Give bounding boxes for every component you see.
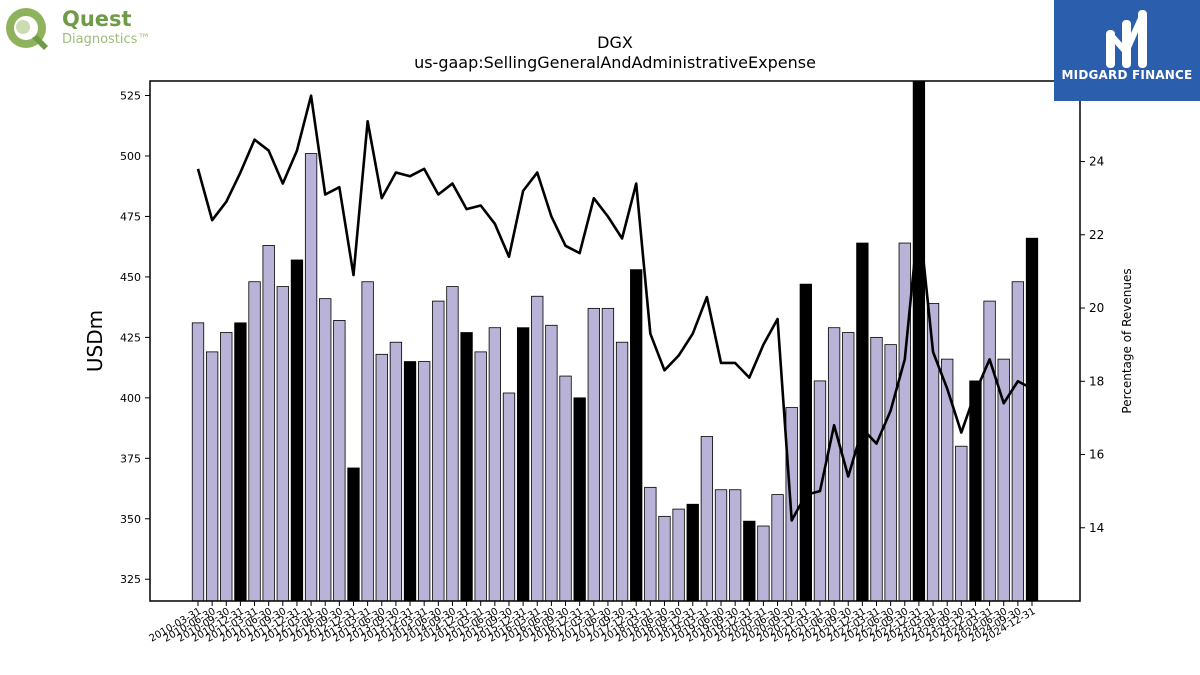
bar-2022-06-30 [884,344,897,601]
bar-2018-06-30 [658,515,671,601]
bar-2011-03-31 [248,281,261,601]
bar-2023-09-30 [955,445,968,601]
y-tick-label: 400 [120,392,141,405]
bar-2019-12-31 [743,520,756,601]
bar-2011-12-31 [290,259,304,601]
bar-2016-03-31 [531,295,544,601]
bar-2023-12-31 [969,380,982,601]
quest-logo-name: Quest [62,7,132,31]
y2-tick-label: 18 [1089,374,1104,388]
y2-axis-label: Percentage of Revenues [1120,268,1134,413]
bar-2014-12-31 [460,332,473,601]
bar-2020-12-31 [799,283,812,601]
bar-2013-09-30 [389,341,403,601]
midgard-m-icon [1106,10,1147,68]
bar-2013-12-31 [403,361,417,601]
bar-2015-09-30 [502,392,516,601]
quest-diagnostics-logo: Quest Diagnostics™ [4,4,164,52]
bar-2015-12-31 [516,327,530,601]
bar-2012-09-30 [333,320,346,601]
y2-tick-label: 14 [1089,521,1104,535]
quest-logo-sub: Diagnostics™ [62,32,151,47]
bar-2016-06-30 [545,324,558,601]
bar-2022-03-31 [870,336,883,601]
bar-2021-06-30 [827,327,841,601]
plot-frame [149,80,1081,602]
bar-2011-06-30 [262,245,275,601]
bar-2014-03-31 [418,361,431,601]
chart-subtitle: us-gaap:SellingGeneralAndAdministrativeE… [414,53,816,72]
bar-2017-06-30 [601,307,615,601]
y-tick-label: 500 [120,150,141,163]
y2-tick-label: 16 [1089,448,1104,462]
bar-2024-12-31 [1025,237,1039,601]
bar-2022-09-30 [898,242,911,601]
bar-2016-12-31 [573,397,586,601]
bar-2016-09-30 [559,375,572,601]
bar-2010-06-30 [205,351,219,601]
bar-2010-03-31 [191,322,205,601]
bar-2010-12-31 [234,322,247,601]
bar-2017-09-30 [615,341,629,601]
bar-2015-03-31 [474,351,487,601]
quest-q-icon [6,8,48,50]
bar-2020-03-31 [757,525,770,601]
bar-2011-09-30 [276,286,289,601]
y-tick-label: 350 [120,513,141,526]
bar-2022-12-31 [912,81,926,601]
bar-2023-06-30 [941,358,954,601]
y-tick-label: 450 [120,271,141,284]
bar-2012-06-30 [319,298,332,601]
bar-2013-03-31 [361,281,374,601]
bar-2024-09-30 [1011,281,1025,601]
bar-2021-09-30 [842,332,855,601]
bar-series [191,81,1039,601]
bar-2024-06-30 [997,358,1010,601]
bar-2021-12-31 [856,242,869,601]
bar-2012-12-31 [347,467,360,601]
percentage-line [196,94,1033,522]
bar-2019-03-31 [700,436,714,601]
percentage-line-series [196,94,1033,522]
bar-2017-12-31 [630,269,643,601]
y-tick-label: 475 [120,210,141,223]
bar-2015-06-30 [488,327,502,601]
y2-tick-label: 24 [1089,155,1104,169]
bar-2014-09-30 [446,286,459,601]
bar-2018-12-31 [686,503,699,601]
chart-title: DGX [597,33,633,52]
bar-2023-03-31 [926,303,940,601]
y2-tick-label: 20 [1089,301,1104,315]
midgard-finance-logo: MIDGARD FINANCE [1054,0,1200,101]
y-axis-label: USDm [83,310,107,372]
bar-2018-09-30 [672,508,685,601]
y2-tick-label: 22 [1089,228,1104,242]
axes: 3253503754004254504755005251416182022242… [120,80,1104,645]
bar-2018-03-31 [644,486,657,601]
bar-2014-06-30 [432,300,445,601]
bar-2019-09-30 [729,489,742,601]
bar-2012-03-31 [304,153,318,601]
midgard-logo-name: MIDGARD FINANCE [1061,68,1193,82]
bar-2019-06-30 [714,489,728,601]
bar-2024-03-31 [983,300,996,601]
bar-2017-03-31 [587,307,600,601]
bar-2013-06-30 [375,353,388,601]
y-tick-label: 525 [120,90,141,103]
bar-2020-06-30 [771,494,784,601]
y-tick-label: 375 [120,452,141,465]
y-tick-label: 325 [120,573,141,586]
y-tick-label: 425 [120,331,141,344]
bar-2010-09-30 [220,332,233,601]
